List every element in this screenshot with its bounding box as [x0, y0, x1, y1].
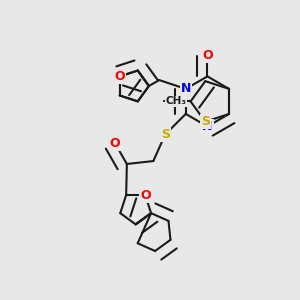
Text: O: O: [202, 49, 213, 62]
Text: CH₃: CH₃: [166, 96, 187, 106]
Text: O: O: [110, 137, 120, 150]
Text: S: S: [160, 128, 169, 141]
Text: S: S: [201, 115, 210, 128]
Text: N: N: [202, 120, 213, 133]
Text: O: O: [140, 189, 151, 202]
Text: O: O: [114, 70, 125, 83]
Text: N: N: [181, 82, 191, 95]
